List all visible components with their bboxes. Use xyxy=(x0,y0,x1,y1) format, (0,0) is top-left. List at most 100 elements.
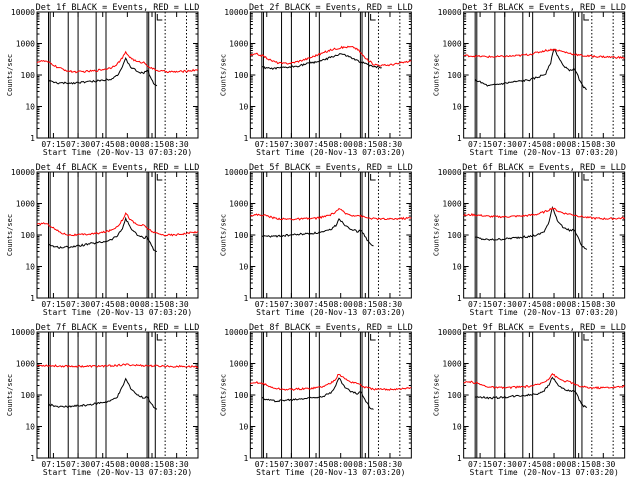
y-tick-label: 1 xyxy=(244,454,249,463)
detector-panel-9: Det 9f BLACK = Events, RED = LLD 1 10 100 10… xyxy=(433,323,626,477)
y-tick-label: 10000 xyxy=(11,168,35,177)
x-tick-label: 08:00 xyxy=(115,460,139,469)
x-tick-label: 08:15 xyxy=(567,300,591,309)
x-tick-label: 07:30 xyxy=(66,460,90,469)
lld-series-line xyxy=(36,50,199,74)
x-tick-label: 08:00 xyxy=(329,460,353,469)
x-tick-label: 08:00 xyxy=(542,460,566,469)
detector-panel-3: Det 3f BLACK = Events, RED = LLD 1 10 100 10… xyxy=(433,3,626,157)
plot-frame xyxy=(249,11,412,139)
lld-series-line xyxy=(250,374,412,391)
plot-frame xyxy=(463,171,626,299)
x-axis-label: Start Time (20-Nov-13 07:03:20) xyxy=(256,148,405,157)
y-tick-label: 100 xyxy=(234,231,249,240)
y-tick-label: 100 xyxy=(21,391,36,400)
y-tick-label: 1000 xyxy=(16,200,35,209)
marker-bracket xyxy=(370,334,376,341)
y-tick-label: 1 xyxy=(244,294,249,303)
y-tick-label: 10 xyxy=(452,263,462,272)
y-tick-label: 10 xyxy=(452,423,462,432)
x-tick-label: 07:15 xyxy=(41,300,65,309)
y-tick-label: 100 xyxy=(447,231,462,240)
y-tick-label: 10000 xyxy=(438,328,462,337)
events-series-line xyxy=(48,377,158,410)
marker-bracket xyxy=(583,14,589,21)
y-tick-label: 1 xyxy=(30,134,35,143)
y-tick-label: 1000 xyxy=(229,40,248,49)
x-axis-label: Start Time (20-Nov-13 07:03:20) xyxy=(43,468,192,477)
y-tick-label: 1 xyxy=(457,294,462,303)
x-axis-label: Start Time (20-Nov-13 07:03:20) xyxy=(470,308,619,317)
events-series-line xyxy=(261,377,374,410)
y-tick-label: 10 xyxy=(239,263,249,272)
events-series-line xyxy=(475,376,588,408)
y-tick-label: 1000 xyxy=(442,360,461,369)
y-tick-label: 1000 xyxy=(16,360,35,369)
x-tick-label: 07:45 xyxy=(91,460,115,469)
detector-panel-6: Det 6f BLACK = Events, RED = LLD 1 10 100 10… xyxy=(433,163,626,317)
x-tick-label: 07:30 xyxy=(279,460,303,469)
x-tick-label: 08:30 xyxy=(378,460,402,469)
x-tick-label: 07:30 xyxy=(493,140,517,149)
y-tick-label: 100 xyxy=(234,391,249,400)
x-tick-label: 07:15 xyxy=(255,300,279,309)
y-tick-label: 1 xyxy=(30,294,35,303)
x-tick-label: 08:00 xyxy=(329,300,353,309)
events-series-line xyxy=(261,53,382,71)
x-tick-label: 07:30 xyxy=(279,300,303,309)
x-tick-label: 07:45 xyxy=(517,300,541,309)
detector-panel-4: Det 4f BLACK = Events, RED = LLD 1 10 100 10… xyxy=(6,163,199,317)
panel-title: Det 4f BLACK = Events, RED = LLD xyxy=(36,163,200,173)
y-tick-label: 10 xyxy=(25,103,35,112)
detector-panel-1: Det 1f BLACK = Events, RED = LLD 1 10 100 10… xyxy=(6,3,199,157)
detector-panel-8: Det 8f BLACK = Events, RED = LLD 1 10 100 10… xyxy=(219,323,412,477)
x-tick-label: 08:30 xyxy=(591,460,615,469)
y-axis-label: Counts/sec xyxy=(433,374,441,416)
x-tick-label: 08:15 xyxy=(353,300,377,309)
marker-bracket xyxy=(583,334,589,341)
x-tick-label: 07:15 xyxy=(468,460,492,469)
y-axis-label: Counts/sec xyxy=(6,374,14,416)
y-tick-label: 10 xyxy=(25,263,35,272)
panel-title: Det 7f BLACK = Events, RED = LLD xyxy=(36,323,200,333)
lld-series-line xyxy=(249,45,412,67)
x-tick-label: 08:15 xyxy=(567,460,591,469)
events-series-line xyxy=(48,216,158,252)
x-tick-label: 07:30 xyxy=(493,300,517,309)
panel-title: Det 6f BLACK = Events, RED = LLD xyxy=(462,163,626,173)
y-tick-label: 10000 xyxy=(11,8,35,17)
detector-panel-5: Det 5f BLACK = Events, RED = LLD 1 10 100 10… xyxy=(219,163,412,317)
y-tick-label: 1000 xyxy=(442,200,461,209)
x-tick-label: 07:45 xyxy=(91,140,115,149)
y-tick-label: 1 xyxy=(30,454,35,463)
x-tick-label: 08:00 xyxy=(115,140,139,149)
y-tick-label: 10 xyxy=(25,423,35,432)
x-tick-label: 08:30 xyxy=(378,300,402,309)
x-tick-label: 08:00 xyxy=(542,140,566,149)
detector-panel-2: Det 2f BLACK = Events, RED = LLD 1 10 100 10… xyxy=(219,3,412,157)
x-tick-label: 08:00 xyxy=(329,140,353,149)
plot-frame xyxy=(463,331,626,459)
x-tick-label: 07:30 xyxy=(279,140,303,149)
x-axis-label: Start Time (20-Nov-13 07:03:20) xyxy=(43,148,192,157)
x-tick-label: 08:15 xyxy=(140,460,164,469)
x-tick-label: 08:30 xyxy=(591,300,615,309)
x-tick-label: 08:15 xyxy=(567,140,591,149)
x-tick-label: 07:30 xyxy=(66,300,90,309)
x-axis-label: Start Time (20-Nov-13 07:03:20) xyxy=(256,468,405,477)
y-axis-label: Counts/sec xyxy=(433,214,441,256)
lld-series-line xyxy=(463,48,625,59)
y-tick-label: 1000 xyxy=(442,40,461,49)
y-axis-label: Counts/sec xyxy=(6,214,14,256)
y-tick-label: 10000 xyxy=(11,328,35,337)
x-tick-label: 08:30 xyxy=(165,300,189,309)
y-tick-label: 100 xyxy=(447,391,462,400)
x-tick-label: 08:30 xyxy=(591,140,615,149)
x-axis-label: Start Time (20-Nov-13 07:03:20) xyxy=(470,148,619,157)
marker-bracket xyxy=(370,174,376,181)
y-tick-label: 10000 xyxy=(438,8,462,17)
y-tick-label: 1000 xyxy=(229,200,248,209)
y-tick-label: 1000 xyxy=(229,360,248,369)
plot-frame xyxy=(36,331,199,459)
